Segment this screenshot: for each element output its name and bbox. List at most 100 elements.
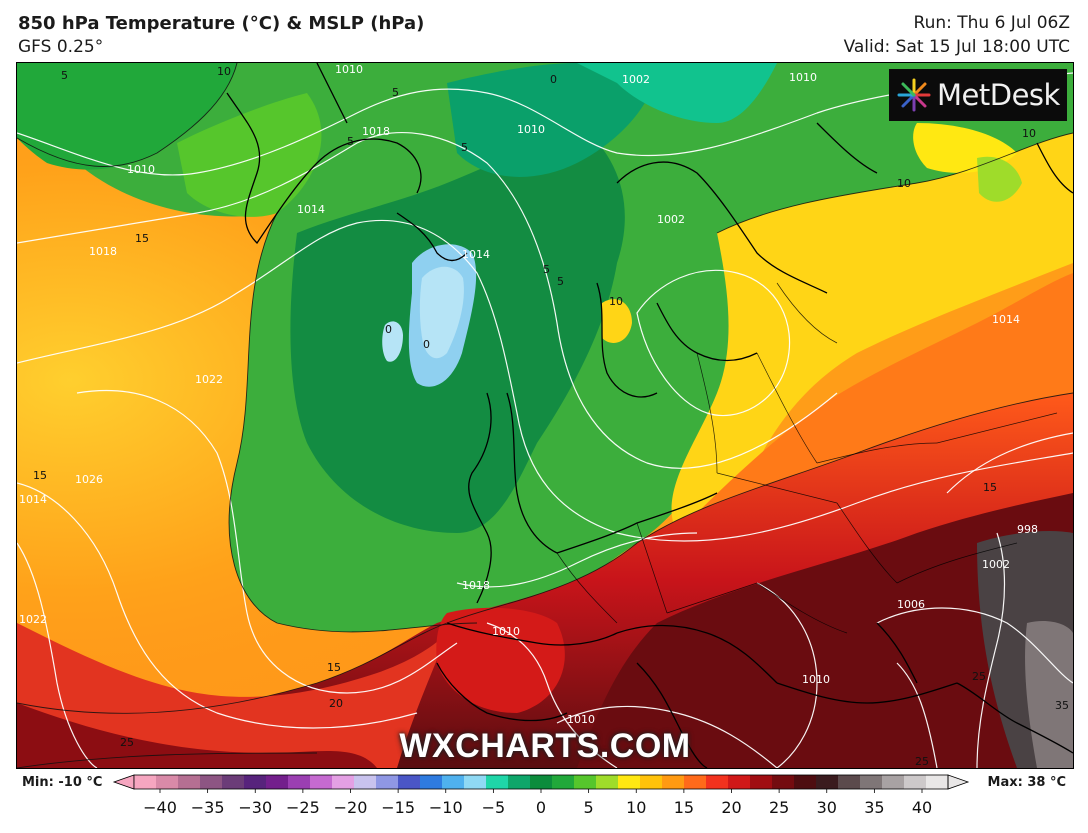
legend-min-label: Min: -10 °C [22,775,103,790]
temperature-field: 1010 1018 1010 1018 1014 1022 1026 1014 … [17,63,1073,768]
metdesk-starburst-icon [897,78,931,112]
isobar-label: 1018 [462,579,490,592]
isobar-label: 1002 [657,213,685,226]
legend-tick-label: −20 [334,798,368,817]
temp-label: 5 [461,141,468,154]
temp-label: 5 [557,275,564,288]
temp-label: 0 [550,73,557,86]
legend-tick-label: −30 [238,798,272,817]
legend-max-arrow [947,774,970,790]
isobar-label: 1002 [982,558,1010,571]
isobar-label: 1010 [492,625,520,638]
legend-tick-label: −35 [191,798,225,817]
isobar-label: 1022 [195,373,223,386]
legend-tick-label: 20 [721,798,741,817]
legend-min-arrow [112,774,135,790]
temp-label: 10 [609,295,623,308]
isobar-label: 1010 [567,713,595,726]
isobar-labels: 1010 1018 1010 1018 1014 1022 1026 1014 … [19,63,1038,726]
isobar-label: 1018 [362,125,390,138]
legend-tick-label: 15 [674,798,694,817]
legend-color-swatch [530,775,553,789]
temperature-labels: 5 5 10 5 5 15 0 0 0 5 5 10 10 10 15 15 1… [33,65,1069,768]
legend-color-swatch [222,775,245,789]
isobar-label: 1002 [622,73,650,86]
isobar-label: 1026 [75,473,103,486]
chart-title: 850 hPa Temperature (°C) & MSLP (hPa) [18,13,425,34]
temp-label: 5 [543,263,550,276]
legend-color-swatch [750,775,773,789]
legend-color-swatch [552,775,575,789]
legend-tick-label: 30 [817,798,837,817]
legend-color-swatch [926,775,949,789]
legend-color-swatch [244,775,267,789]
temp-label: 15 [983,481,997,494]
legend-tick-label: −15 [381,798,415,817]
temp-label: 25 [120,736,134,749]
isobar-label: 1010 [789,71,817,84]
isobar-label: 1010 [517,123,545,136]
legend-max-label: Max: 38 °C [987,775,1066,790]
temp-label: 15 [33,469,47,482]
temp-label: 5 [61,69,68,82]
legend-color-swatch [684,775,707,789]
isobar-label: 1018 [89,245,117,258]
legend-color-swatch [904,775,927,789]
isobar-label: 1014 [992,313,1020,326]
legend-color-swatch [816,775,839,789]
isobar-label: 1014 [19,493,47,506]
legend-color-swatch [706,775,729,789]
isobar-lines [17,72,1073,768]
legend-color-swatch [376,775,399,789]
legend-tick-label: 5 [584,798,594,817]
legend-color-swatch [640,775,663,789]
isobar-label: 1022 [19,613,47,626]
legend-tick-label: −10 [429,798,463,817]
temp-label: 10 [1022,127,1036,140]
legend-colorbar: −40 −35 −30 −25 −20 −15 −10 −5 0 5 10 15 20 25 30 35 40 [112,774,970,817]
isobar-label: 1006 [897,598,925,611]
temp-label: 15 [327,661,341,674]
isobar-label: 1010 [335,63,363,76]
temp-label: 0 [385,323,392,336]
legend-color-swatch [200,775,223,789]
legend-color-swatch [662,775,685,789]
legend-color-swatch [442,775,465,789]
legend-color-swatch [266,775,289,789]
temp-label: 25 [972,670,986,683]
legend-tick-label: 25 [769,798,789,817]
legend-color-swatch [310,775,333,789]
watermark: WXCHARTS.COM [399,727,691,765]
isobar-label: 1010 [127,163,155,176]
legend-color-swatch [860,775,883,789]
temp-label: 35 [1055,699,1069,712]
isobar-label: 1014 [297,203,325,216]
legend-color-swatch [618,775,641,789]
legend-tick-label: 0 [536,798,546,817]
temp-label: 10 [217,65,231,78]
legend-tick-label: 10 [626,798,646,817]
country-borders [556,282,1058,634]
weather-map[interactable]: 1010 1018 1010 1018 1014 1022 1026 1014 … [16,62,1074,769]
temp-label: 25 [915,755,929,768]
legend-color-swatch [332,775,355,789]
metdesk-logo: MetDesk [889,69,1067,121]
color-legend: Min: -10 °C Max: 38 °C −40 −35 −30 −25 −20 −1… [0,770,1088,833]
logo-text: MetDesk [937,78,1060,112]
legend-color-swatch [156,775,179,789]
legend-color-swatch [838,775,861,789]
isobar-label: 998 [1017,523,1038,536]
legend-color-swatch [398,775,421,789]
legend-tick-label: −5 [482,798,506,817]
legend-color-swatch [420,775,443,789]
model-name: GFS 0.25° [18,37,104,57]
temperature-contours [17,63,1073,768]
temp-label: 10 [897,177,911,190]
legend-color-swatch [508,775,531,789]
temp-label: 5 [392,86,399,99]
legend-color-swatch [464,775,487,789]
legend-color-swatch [728,775,751,789]
legend-tick-label: 35 [864,798,884,817]
run-time: Run: Thu 6 Jul 06Z [913,13,1070,33]
temp-label: 20 [329,697,343,710]
